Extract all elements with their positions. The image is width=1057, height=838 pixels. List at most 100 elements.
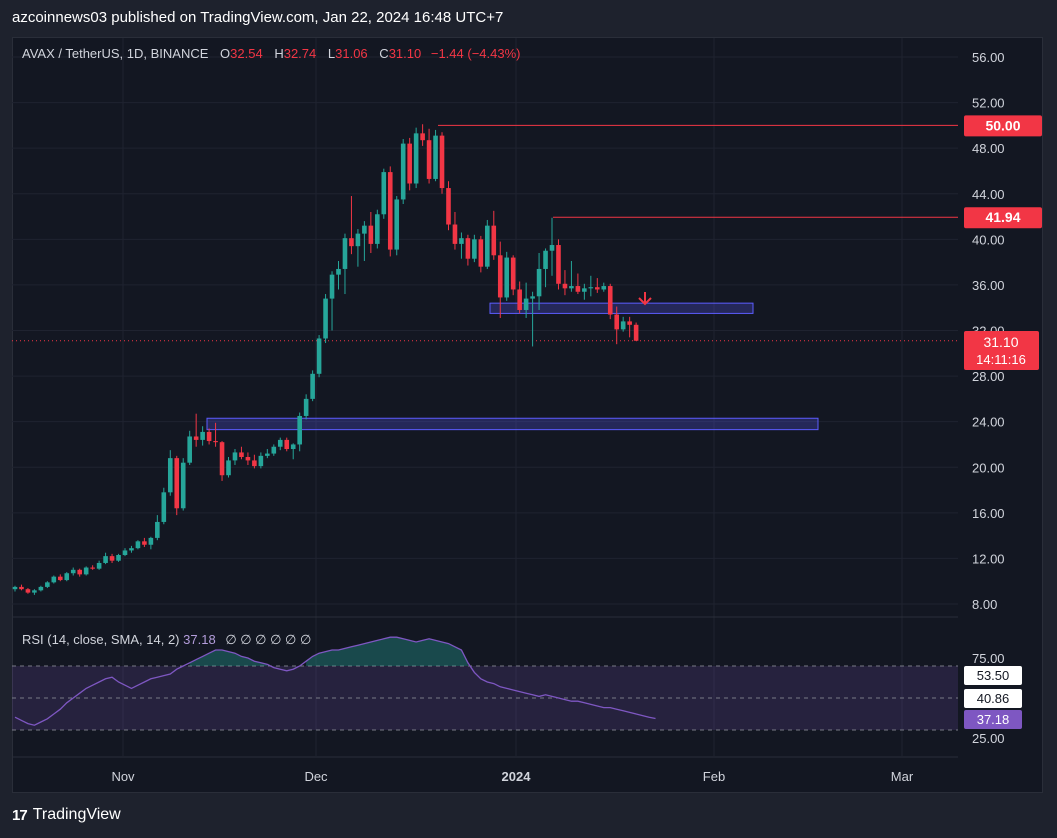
candle-body <box>297 415 302 445</box>
footer-brand[interactable]: 17 TradingView <box>12 806 121 824</box>
rsi-label: RSI (14, close, SMA, 14, 2) <box>22 632 180 647</box>
candle-body <box>122 550 128 555</box>
current-price-text: 31.10 <box>983 334 1018 350</box>
candle-body <box>64 573 70 581</box>
candle-body <box>394 199 400 250</box>
price-badges: 50.00 41.94 31.10 14:11:16 53.50 40.86 37.18 <box>964 115 1042 729</box>
candle-body <box>491 225 497 256</box>
low-label: L <box>327 46 336 61</box>
symbol-legend[interactable]: AVAX / TetherUS, 1D, BINANCE O32.54 H32.… <box>22 46 520 61</box>
candle-body <box>452 224 458 244</box>
rsi-extra: ∅ ∅ ∅ ∅ ∅ ∅ <box>225 632 312 647</box>
price-tick-label: 44.00 <box>972 187 1005 202</box>
candle-body <box>575 286 581 292</box>
badge-50-text: 50.00 <box>985 117 1020 133</box>
candle-body <box>213 441 218 443</box>
candle-body <box>582 288 587 292</box>
candle-body <box>614 314 620 330</box>
close-value: 31.10 <box>388 46 422 61</box>
badge-current-price: 31.10 14:11:16 <box>964 331 1039 370</box>
candle-body <box>413 133 419 184</box>
candle-body <box>375 214 380 244</box>
candle-body <box>271 446 277 454</box>
candle-body <box>407 143 412 184</box>
tradingview-logo-icon: 17 <box>12 806 28 824</box>
candle-body <box>148 537 154 545</box>
price-tick-label: 52.00 <box>972 96 1005 111</box>
price-tick-label: 24.00 <box>972 415 1005 430</box>
candle-body <box>478 239 484 267</box>
chart-frame[interactable] <box>12 37 1043 793</box>
open-label: O <box>220 46 231 61</box>
candle-body <box>45 582 50 587</box>
candle-body <box>57 576 63 581</box>
candle-body <box>174 458 180 509</box>
candle-body <box>252 460 257 467</box>
rsi-overbought-fill <box>306 637 468 666</box>
published-caption: azcoinnews03 published on TradingView.co… <box>12 9 504 26</box>
candle-body <box>329 274 335 299</box>
rsi-pane <box>12 636 958 731</box>
candle-body <box>323 298 328 339</box>
brand-name: TradingView <box>32 806 121 823</box>
candle-body <box>472 239 477 259</box>
badge-rsi-value-bg <box>964 710 1022 729</box>
support-zone <box>206 417 819 431</box>
candle-body <box>349 238 354 247</box>
badge-rsi-ma-bg <box>964 666 1022 685</box>
badge-rsi-ma-text: 53.50 <box>977 668 1010 683</box>
candle-body <box>381 172 387 215</box>
close-label: C <box>379 46 389 61</box>
candle-body <box>556 245 561 284</box>
candle-body <box>180 462 186 509</box>
candlestick-series <box>12 124 639 595</box>
candle-body <box>161 492 167 522</box>
price-tick-label: 16.00 <box>972 506 1005 521</box>
badge-rsi-mid-text: 40.86 <box>977 691 1010 706</box>
candle-body <box>310 373 315 399</box>
candle-body <box>400 143 406 200</box>
candle-body <box>569 286 574 289</box>
grid-lines <box>12 38 958 758</box>
candle-body <box>543 250 548 269</box>
resistance-lines[interactable] <box>12 124 958 342</box>
candle-body <box>232 452 238 461</box>
candle-body <box>549 245 555 251</box>
candle-body <box>523 298 529 310</box>
candle-body <box>620 321 626 330</box>
symbol-label: AVAX / TetherUS, 1D, BINANCE <box>22 46 209 61</box>
candle-body <box>446 188 451 225</box>
candle-body <box>342 238 348 269</box>
candle-body <box>517 289 522 310</box>
rsi-tick-label: 75.00 <box>972 651 1005 666</box>
support-zone <box>489 302 754 314</box>
candle-body <box>362 225 367 234</box>
candle-body <box>627 321 632 325</box>
candle-body <box>562 283 568 289</box>
candle-body <box>536 268 542 297</box>
candle-body <box>135 541 141 549</box>
candle-body <box>530 296 535 299</box>
candle-body <box>142 541 147 545</box>
candle-body <box>420 133 425 141</box>
time-tick-label: Dec <box>304 769 328 784</box>
candle-body <box>116 554 121 561</box>
time-tick-label: Nov <box>111 769 135 784</box>
candle-body <box>595 287 600 290</box>
badge-current-bg <box>964 331 1039 370</box>
support-zones[interactable] <box>206 302 819 431</box>
price-tick-label: 8.00 <box>972 597 997 612</box>
price-tick-label: 28.00 <box>972 369 1005 384</box>
candle-body <box>303 398 309 416</box>
candle-body <box>12 586 18 590</box>
rsi-legend[interactable]: RSI (14, close, SMA, 14, 2) 37.18 ∅ ∅ ∅ … <box>22 632 311 648</box>
badge-41-94-text: 41.94 <box>985 209 1020 225</box>
candle-body <box>387 172 393 250</box>
candle-body <box>355 233 361 247</box>
price-tick-label: 48.00 <box>972 141 1005 156</box>
rsi-overbought-fill <box>189 650 268 666</box>
change-value: −1.44 (−4.43%) <box>430 46 521 61</box>
candle-body <box>167 458 173 493</box>
candle-body <box>588 287 594 289</box>
